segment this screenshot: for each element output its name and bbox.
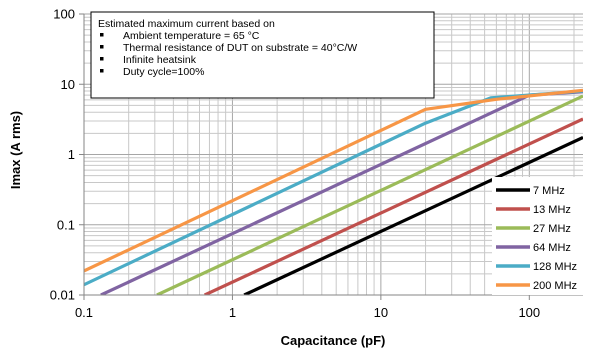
y-tick-label: 1 — [68, 147, 75, 162]
x-tick-label: 100 — [518, 305, 540, 320]
annotation-bullet — [100, 57, 104, 61]
x-axis-title: Capacitance (pF) — [281, 333, 386, 348]
annotation-title: Estimated maximum current based on — [98, 18, 275, 30]
legend-frame — [492, 177, 588, 295]
y-tick-label: 0.1 — [57, 217, 75, 232]
series-line-200-mhz — [84, 88, 583, 273]
annotation-bullet — [100, 69, 104, 73]
x-tick-label: 0.1 — [75, 305, 93, 320]
annotation-box: Estimated maximum current based on Ambie… — [90, 11, 435, 99]
legend-label: 7 MHz — [533, 185, 565, 197]
series-line-13-mhz — [203, 117, 583, 295]
annotation-item: Thermal resistance of DUT on substrate =… — [123, 42, 357, 54]
legend: 7 MHz 13 MHz 27 MHz 64 MHz 128 MHz 200 MHz — [492, 177, 588, 295]
series-line-27-mhz — [156, 94, 583, 295]
y-axis-title: Imax (A rms) — [8, 111, 23, 189]
legend-label: 64 MHz — [533, 242, 571, 254]
annotation-item: Infinite heatsink — [123, 54, 197, 66]
annotation-item: Ambient temperature = 65 °C — [123, 30, 260, 42]
annotation-bullet — [100, 45, 104, 49]
y-tick-label: 10 — [61, 77, 75, 92]
annotation-frame — [90, 11, 435, 99]
legend-items: 7 MHz 13 MHz 27 MHz 64 MHz 128 MHz 200 MHz — [496, 185, 577, 292]
annotation-bullet — [100, 33, 104, 37]
legend-label: 128 MHz — [533, 261, 577, 273]
x-tick-label: 1 — [229, 305, 236, 320]
y-tick-label: 100 — [53, 7, 75, 22]
series-group — [84, 88, 583, 295]
x-tick-label: 10 — [374, 305, 388, 320]
legend-label: 200 MHz — [533, 280, 577, 292]
y-tick-label: 0.01 — [50, 288, 75, 303]
legend-label: 13 MHz — [533, 204, 571, 216]
annotation-item: Duty cycle=100% — [123, 66, 204, 78]
series-line-7-mhz — [243, 135, 583, 295]
legend-label: 27 MHz — [533, 223, 571, 235]
